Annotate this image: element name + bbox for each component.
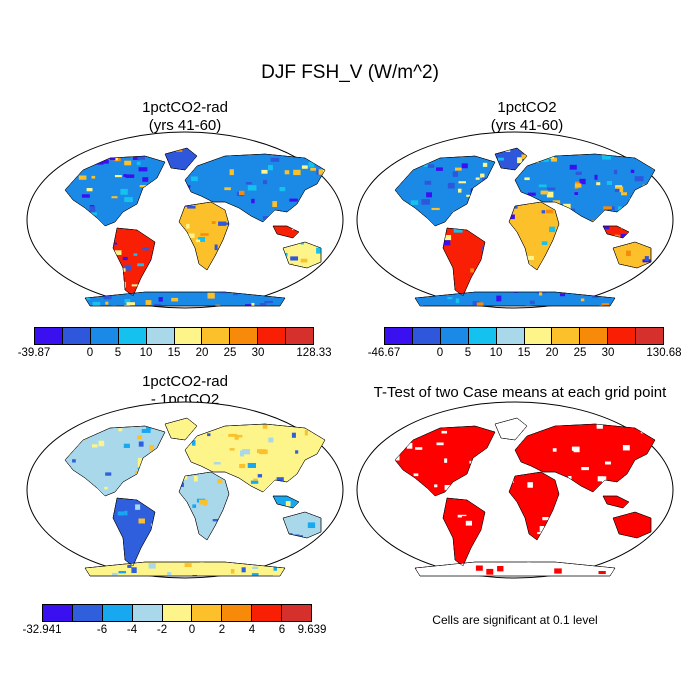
colorbar-tick-label: 25 <box>573 347 587 359</box>
colorbar-tick-label: -39.87 <box>17 347 51 359</box>
colorbar-tick-label: -46.67 <box>367 347 401 359</box>
colorbar-swatch <box>230 328 259 344</box>
figure-title: DJF FSH_V (W/m^2) <box>261 62 439 83</box>
panel3-title-line1: 1pctCO2-rad <box>142 373 228 390</box>
panel1-title: 1pctCO2-rad (yrs 41-60) <box>25 99 345 135</box>
colorbar-swatch <box>192 605 223 621</box>
colorbar-tick-label: 0 <box>188 624 196 636</box>
colorbar-tick-label: 6 <box>278 624 286 636</box>
panel2-colorbar-labels: -46.67 0 5 10 15 20 25 30 130.68 <box>368 347 682 361</box>
colorbar-swatch <box>580 328 609 344</box>
panel4-map <box>356 401 674 579</box>
colorbar-swatch <box>35 328 63 344</box>
colorbar-swatch <box>174 328 203 344</box>
colorbar-tick-label: 128.33 <box>296 347 332 359</box>
panel1-colorbar <box>34 327 314 345</box>
colorbar-tick-label: 4 <box>248 624 256 636</box>
colorbar-tick-label: -6 <box>96 624 108 636</box>
colorbar-tick-label: -32.941 <box>22 624 62 636</box>
colorbar-swatch <box>524 328 553 344</box>
colorbar-tick-label: 0 <box>86 347 94 359</box>
colorbar-tick-label: 15 <box>167 347 181 359</box>
colorbar-tick-label: 5 <box>114 347 122 359</box>
colorbar-swatch <box>258 328 287 344</box>
colorbar-tick-label: 30 <box>251 347 265 359</box>
colorbar-tick-label: 130.68 <box>646 347 682 359</box>
panel2-colorbar <box>384 327 664 345</box>
colorbar-swatch <box>608 328 637 344</box>
panel2-title-line1: 1pctCO2 <box>497 99 557 116</box>
panel4-title: T-Test of two Case means at each grid po… <box>373 384 667 401</box>
panel2-title-line2: (yrs 41-60) <box>490 117 564 134</box>
colorbar-swatch <box>102 605 133 621</box>
colorbar-swatch <box>282 605 312 621</box>
colorbar-swatch <box>552 328 581 344</box>
colorbar-swatch <box>286 328 314 344</box>
colorbar-swatch <box>412 328 441 344</box>
colorbar-swatch <box>636 328 664 344</box>
colorbar-swatch <box>468 328 497 344</box>
colorbar-tick-label: 20 <box>195 347 209 359</box>
colorbar-swatch <box>72 605 103 621</box>
panel1-title-line2: (yrs 41-60) <box>148 117 222 134</box>
panel1-title-line1: 1pctCO2-rad <box>142 99 228 116</box>
colorbar-tick-label: 30 <box>601 347 615 359</box>
colorbar-swatch <box>162 605 193 621</box>
colorbar-tick-label: 10 <box>489 347 503 359</box>
colorbar-tick-label: 2 <box>218 624 226 636</box>
panel2-title: 1pctCO2 (yrs 41-60) <box>367 99 687 135</box>
colorbar-tick-label: 25 <box>223 347 237 359</box>
panel2-map <box>356 131 674 309</box>
colorbar-swatch <box>132 605 163 621</box>
colorbar-tick-label: 10 <box>139 347 153 359</box>
colorbar-swatch <box>440 328 469 344</box>
colorbar-tick-label: 9.639 <box>297 624 327 636</box>
colorbar-swatch <box>62 328 91 344</box>
significance-note: Cells are significant at 0.1 level <box>432 613 598 627</box>
colorbar-swatch <box>118 328 147 344</box>
colorbar-tick-label: 0 <box>436 347 444 359</box>
panel3-map <box>26 401 344 579</box>
panel3-colorbar <box>42 604 312 622</box>
colorbar-tick-label: 5 <box>464 347 472 359</box>
colorbar-tick-label: -2 <box>156 624 168 636</box>
panel1-colorbar-labels: -39.87 0 5 10 15 20 25 30 128.33 <box>18 347 332 361</box>
colorbar-swatch <box>90 328 119 344</box>
colorbar-tick-label: 20 <box>545 347 559 359</box>
colorbar-swatch <box>222 605 253 621</box>
colorbar-tick-label: 15 <box>517 347 531 359</box>
colorbar-swatch <box>496 328 525 344</box>
colorbar-swatch <box>43 605 73 621</box>
colorbar-swatch <box>202 328 231 344</box>
colorbar-swatch <box>146 328 175 344</box>
colorbar-tick-label: -4 <box>126 624 138 636</box>
panel3-colorbar-labels: -32.941 -6 -4 -2 0 2 4 6 9.639 <box>22 624 326 638</box>
panel1-map <box>26 131 344 309</box>
colorbar-swatch <box>385 328 413 344</box>
colorbar-swatch <box>252 605 283 621</box>
